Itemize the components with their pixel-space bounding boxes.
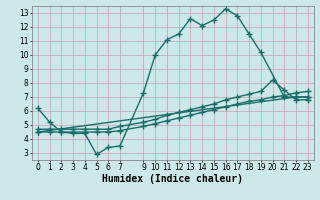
X-axis label: Humidex (Indice chaleur): Humidex (Indice chaleur) <box>102 174 243 184</box>
